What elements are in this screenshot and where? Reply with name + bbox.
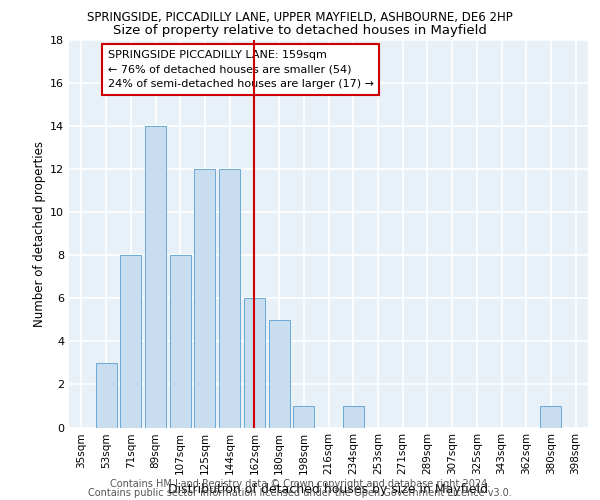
Bar: [95, 363, 116, 428]
Bar: [293, 406, 314, 427]
Bar: [170, 256, 191, 428]
Y-axis label: Number of detached properties: Number of detached properties: [33, 141, 46, 327]
Bar: [541, 406, 562, 427]
Bar: [269, 320, 290, 428]
Bar: [145, 126, 166, 428]
Bar: [120, 256, 141, 428]
Text: Size of property relative to detached houses in Mayfield: Size of property relative to detached ho…: [113, 24, 487, 37]
Bar: [244, 298, 265, 428]
Bar: [343, 406, 364, 427]
Text: SPRINGSIDE, PICCADILLY LANE, UPPER MAYFIELD, ASHBOURNE, DE6 2HP: SPRINGSIDE, PICCADILLY LANE, UPPER MAYFI…: [87, 11, 513, 24]
Text: Contains public sector information licensed under the Open Government Licence v3: Contains public sector information licen…: [88, 488, 512, 498]
X-axis label: Distribution of detached houses by size in Mayfield: Distribution of detached houses by size …: [169, 483, 488, 496]
Bar: [219, 169, 240, 427]
Text: SPRINGSIDE PICCADILLY LANE: 159sqm
← 76% of detached houses are smaller (54)
24%: SPRINGSIDE PICCADILLY LANE: 159sqm ← 76%…: [108, 50, 374, 90]
Text: Contains HM Land Registry data © Crown copyright and database right 2024.: Contains HM Land Registry data © Crown c…: [110, 479, 490, 489]
Bar: [194, 169, 215, 427]
